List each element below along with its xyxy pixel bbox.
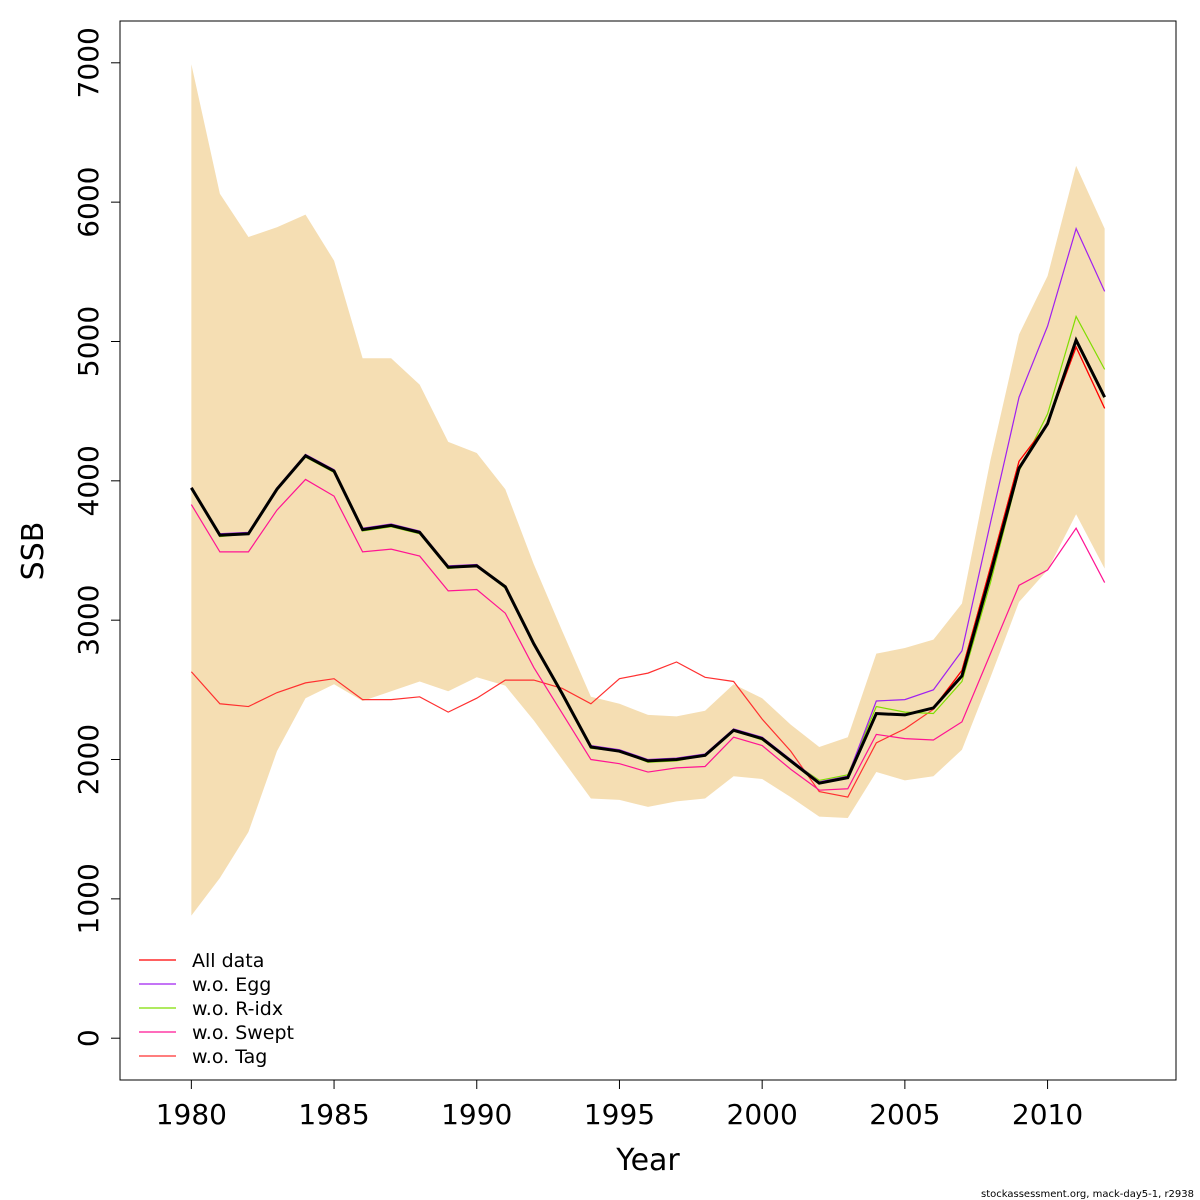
legend-label: w.o. R-idx bbox=[192, 998, 283, 1020]
x-tick-label: 1995 bbox=[584, 1098, 655, 1131]
y-tick-label: 6000 bbox=[72, 167, 105, 238]
y-tick-label: 4000 bbox=[72, 445, 105, 516]
legend-item: All data bbox=[139, 950, 264, 972]
y-tick-label: 2000 bbox=[72, 724, 105, 795]
x-tick-label: 1980 bbox=[156, 1098, 227, 1131]
main-estimate-polyline bbox=[190, 336, 1106, 785]
x-axis-title: Year bbox=[615, 1143, 680, 1178]
x-tick-label: 1985 bbox=[298, 1098, 369, 1131]
y-tick-label: 5000 bbox=[72, 306, 105, 377]
legend-item: w.o. Egg bbox=[139, 974, 271, 996]
x-tick-label: 2010 bbox=[1012, 1098, 1083, 1131]
confidence-band-area bbox=[191, 64, 1105, 916]
legend-label: w.o. Egg bbox=[192, 974, 271, 996]
legend-label: All data bbox=[192, 950, 264, 972]
x-axis: 1980 1985 1990 1995 2000 2005 2010 bbox=[156, 1079, 1083, 1131]
main-estimate-line bbox=[190, 336, 1106, 785]
y-tick-label: 0 bbox=[72, 1029, 105, 1047]
x-tick-label: 2000 bbox=[727, 1098, 798, 1131]
legend-label: w.o. Swept bbox=[192, 1022, 294, 1044]
y-tick-label: 3000 bbox=[72, 585, 105, 656]
footer-note: stockassessment.org, mack-day5-1, r2938 bbox=[981, 1189, 1194, 1200]
legend-item: w.o. R-idx bbox=[139, 998, 283, 1020]
y-tick-label: 7000 bbox=[72, 27, 105, 98]
legend-item: w.o. Swept bbox=[139, 1022, 294, 1044]
legend-label: w.o. Tag bbox=[192, 1046, 267, 1068]
legend-item: w.o. Tag bbox=[139, 1046, 267, 1068]
x-tick-label: 1990 bbox=[441, 1098, 512, 1131]
confidence-band bbox=[191, 64, 1105, 916]
y-axis: 0 1000 2000 3000 4000 5000 6000 7000 bbox=[72, 27, 121, 1047]
y-axis-title: SSB bbox=[16, 522, 51, 581]
y-tick-label: 1000 bbox=[72, 863, 105, 934]
series-line-w-o-swept bbox=[190, 478, 1106, 791]
x-tick-label: 2005 bbox=[869, 1098, 940, 1131]
